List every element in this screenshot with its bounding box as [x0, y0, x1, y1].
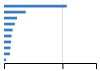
bar	[4, 59, 6, 62]
x-axis	[5, 63, 97, 69]
x-tick	[62, 63, 63, 69]
bar	[4, 41, 11, 44]
bar	[4, 47, 10, 50]
grid-line	[62, 3, 63, 63]
grid	[62, 3, 63, 63]
bar	[4, 29, 13, 32]
x-tick-mark	[62, 63, 63, 69]
plot	[4, 3, 97, 69]
chart	[0, 0, 100, 71]
x-axis-line	[5, 64, 97, 70]
bar	[4, 23, 15, 26]
bar	[4, 5, 67, 8]
bar	[4, 17, 17, 20]
bar	[4, 11, 26, 14]
bar	[4, 53, 10, 56]
bars	[4, 5, 67, 61]
bar	[4, 35, 12, 38]
